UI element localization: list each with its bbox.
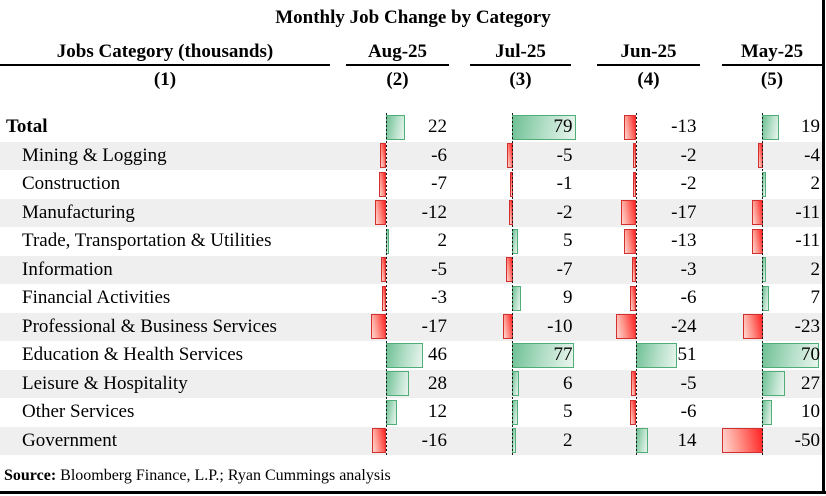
zero-axis-line	[635, 113, 637, 455]
value-cell: 7	[810, 287, 821, 308]
value-cell: -17	[671, 201, 697, 223]
positive-bar	[762, 342, 819, 368]
value-cell: 12	[428, 401, 447, 422]
column-header-jun-25: Jun-25	[597, 38, 700, 66]
chart-title: Monthly Job Change by Category	[275, 7, 551, 28]
value-cell: 6	[563, 372, 573, 394]
value-cell: -2	[680, 144, 697, 166]
value-cell: -50	[794, 429, 820, 451]
table-row: Financial Activities -3 9 -6 7	[0, 284, 822, 313]
value-cell: 70	[801, 344, 820, 365]
zero-axis-line	[762, 113, 763, 455]
value-cell: -2	[556, 201, 573, 223]
value-cell: -1	[556, 173, 573, 194]
value-cell: -17	[421, 315, 447, 337]
table-row: Information -5 -7 -3 2	[0, 255, 822, 284]
value-cell: -3	[431, 287, 447, 308]
category-label: Construction	[22, 173, 121, 194]
table-bottom-border	[0, 490, 826, 494]
category-label: Leisure & Hospitality	[22, 372, 188, 394]
value-cell: 22	[428, 116, 447, 137]
value-cell: 28	[428, 372, 447, 394]
value-cell: 2	[563, 429, 573, 451]
value-cell: -7	[556, 258, 573, 280]
value-cell: -6	[680, 401, 697, 422]
value-cell: 2	[810, 173, 821, 194]
table-row: Trade, Transportation & Utilities 2 5 -13 -1…	[0, 227, 822, 256]
value-cell: -5	[431, 258, 447, 280]
category-label: Other Services	[22, 401, 135, 422]
source-note: Source: Bloomberg Finance, L.P.; Ryan Cu…	[4, 464, 391, 488]
value-cell: 2	[810, 258, 821, 280]
value-cell: -13	[671, 116, 697, 137]
column-header-aug-25: Aug-25	[346, 38, 449, 66]
value-cell: -5	[680, 372, 697, 394]
value-cell: -16	[421, 429, 447, 451]
value-cell: -13	[671, 230, 697, 251]
table-row: Leisure & Hospitality 28 6 -5 27	[0, 369, 822, 398]
value-cell: 51	[677, 344, 697, 365]
category-label: Mining & Logging	[22, 144, 167, 166]
value-cell: -11	[795, 201, 820, 223]
column-header-category: Jobs Category (thousands)	[0, 38, 330, 66]
value-cell: -3	[680, 258, 697, 280]
value-cell: -12	[421, 201, 447, 223]
value-cell: 79	[553, 116, 573, 137]
positive-bar	[512, 342, 575, 368]
category-label: Education & Health Services	[22, 344, 244, 365]
category-label: Information	[22, 258, 113, 280]
category-label: Professional & Business Services	[22, 315, 277, 337]
table-row: Other Services 12 5 -6 10	[0, 398, 822, 427]
value-cell: 27	[801, 372, 820, 394]
category-label: Manufacturing	[22, 201, 135, 223]
table-right-border	[822, 0, 825, 494]
value-cell: -6	[431, 144, 447, 166]
zero-axis-line	[385, 113, 387, 455]
value-cell: 46	[428, 344, 447, 365]
column-number-2: (2)	[386, 69, 409, 90]
value-cell: -11	[795, 230, 820, 251]
positive-bar	[512, 114, 576, 140]
table-row: Manufacturing -12 -2 -17 -11	[0, 198, 822, 227]
source-text: Bloomberg Finance, L.P.; Ryan Cummings a…	[60, 467, 391, 484]
category-label: Trade, Transportation & Utilities	[22, 230, 272, 251]
value-cell: 9	[563, 287, 573, 308]
column-number-4: (4)	[637, 69, 660, 90]
column-header-jul-25: Jul-25	[470, 38, 571, 66]
table-row: Professional & Business Services -17 -10 -2…	[0, 312, 822, 341]
category-label: Total	[6, 116, 48, 137]
value-cell: -5	[556, 144, 573, 166]
zero-axis-line	[512, 113, 513, 455]
table-row: Construction -7 -1 -2 2	[0, 170, 822, 199]
column-number-5: (5)	[760, 69, 784, 90]
value-cell: -4	[804, 144, 820, 166]
value-cell: 2	[437, 230, 448, 251]
column-number-1: (1)	[153, 69, 177, 90]
source-label: Source:	[4, 467, 57, 484]
value-cell: 5	[563, 401, 573, 422]
table-row: Education & Health Services 46 77 51 70	[0, 341, 822, 370]
category-label: Government	[22, 429, 117, 451]
value-cell: 5	[563, 230, 573, 251]
category-label: Financial Activities	[22, 287, 171, 308]
value-cell: 77	[553, 344, 573, 365]
table-row: Government -16 2 14 -50	[0, 426, 822, 455]
table-row: Total 22 79 -13 19	[0, 113, 822, 142]
value-cell: -10	[547, 315, 573, 337]
value-cell: -7	[431, 173, 447, 194]
value-cell: 19	[801, 116, 820, 137]
value-cell: -24	[671, 315, 697, 337]
positive-bar	[635, 342, 678, 368]
value-cell: -2	[680, 173, 697, 194]
value-cell: -23	[794, 315, 820, 337]
table-row: Mining & Logging -6 -5 -2 -4	[0, 141, 822, 170]
value-cell: 14	[677, 429, 697, 451]
column-header-may-25: May-25	[722, 38, 822, 66]
value-cell: 10	[801, 401, 820, 422]
value-cell: -6	[680, 287, 697, 308]
column-number-3: (3)	[509, 69, 532, 90]
